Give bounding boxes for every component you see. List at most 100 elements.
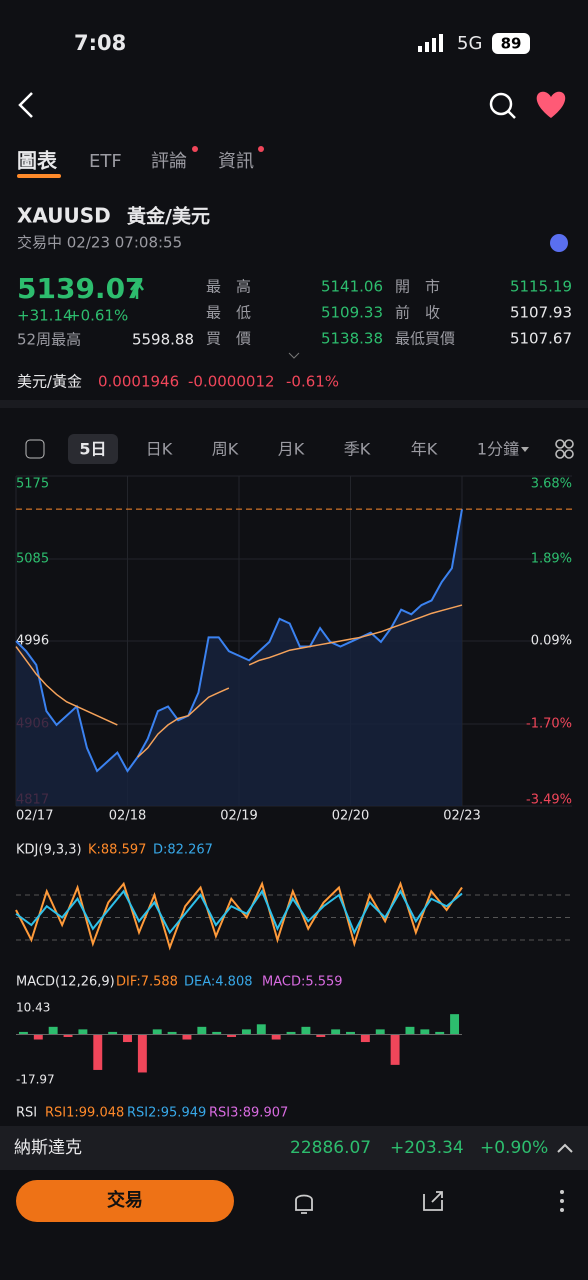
battery (492, 33, 530, 54)
macd-bar (256, 1024, 266, 1035)
ticker-change: +203.34 (390, 1138, 464, 1158)
layout-icon[interactable] (555, 439, 574, 459)
kdj-d: D:82.267 (153, 843, 213, 858)
macd-bar (137, 1034, 147, 1073)
ticker-pct: +0.90% (480, 1138, 548, 1158)
macd-bar (271, 1034, 281, 1040)
pct-label: 0.09% (531, 634, 572, 649)
stat-value: 5109.33 (321, 304, 383, 322)
expand[interactable] (288, 352, 300, 359)
macd-bar (331, 1029, 341, 1035)
tab[interactable]: 資訊 (218, 151, 254, 172)
ticker-value: 22886.07 (290, 1138, 371, 1158)
period[interactable]: 周K (212, 440, 239, 459)
more[interactable] (560, 1190, 564, 1212)
inverse-value: 0.0001946 (98, 373, 179, 391)
macd-bar (241, 1029, 251, 1035)
rsi-title: RSI (16, 1106, 37, 1121)
macd-bar (78, 1029, 88, 1035)
macd-bar (316, 1034, 326, 1037)
period[interactable]: 1分鐘 (477, 440, 519, 459)
area (16, 509, 462, 806)
stat-label: 最低買價 (395, 330, 455, 348)
pct-label: -3.49% (526, 793, 572, 808)
stat-value: 5107.67 (510, 330, 572, 348)
w52-value: 5598.88 (132, 331, 194, 349)
clock: 7:08 (74, 31, 126, 55)
symbol: XAUUSD (17, 204, 111, 228)
instrument: 黃金/美元 (127, 205, 210, 228)
period[interactable]: 5日 (79, 440, 106, 459)
inverse-pct: -0.61% (286, 373, 339, 391)
macd-bar (390, 1034, 400, 1065)
macd-bar (435, 1031, 445, 1035)
macd-bar (152, 1029, 162, 1035)
kdj-k: K:88.597 (88, 843, 146, 858)
tab[interactable]: 評論 (151, 151, 187, 172)
period[interactable]: 日K (146, 440, 173, 459)
x-tick-label: 02/20 (332, 809, 369, 824)
macd-bar (167, 1031, 177, 1035)
macd-max: 10.43 (16, 1001, 50, 1015)
stat-label: 最 低 (206, 304, 251, 322)
period-active (68, 434, 118, 464)
ticker-bar (0, 1126, 588, 1170)
x-tick-label: 02/19 (220, 809, 257, 824)
macd-bar (301, 1026, 311, 1035)
trade-label: 交易 (107, 1189, 143, 1211)
stat-value: 5141.06 (321, 278, 383, 296)
1d-icon[interactable] (25, 439, 45, 459)
dot (192, 146, 198, 152)
macd-bar (375, 1029, 385, 1035)
tab[interactable]: ETF (89, 151, 122, 172)
kdj-line (15, 889, 463, 935)
expand-ticker[interactable] (557, 1143, 573, 1153)
rsi3: RSI3:89.907 (209, 1106, 288, 1121)
macd-bar (108, 1031, 118, 1035)
macd-bar (420, 1029, 430, 1035)
macd-min: -17.97 (16, 1073, 55, 1087)
tab[interactable]: 圖表 (17, 149, 58, 173)
pct-label: 3.68% (531, 477, 572, 492)
state: 交易中 02/23 07:08:55 (17, 234, 182, 252)
tab-underline (17, 174, 61, 178)
period[interactable]: 月K (278, 440, 305, 459)
stat-value: 5115.19 (510, 278, 572, 296)
network: 5G (457, 33, 482, 54)
favorite[interactable] (536, 91, 566, 118)
share[interactable] (423, 1191, 443, 1211)
back[interactable] (18, 92, 33, 118)
stat-label: 最 高 (206, 278, 251, 296)
y-tick-label: 4996 (16, 634, 49, 649)
trade-button[interactable] (16, 1180, 234, 1222)
period[interactable]: 季K (344, 440, 371, 459)
macd-bar (197, 1026, 207, 1035)
period[interactable]: 年K (411, 440, 438, 459)
change-pct: +0.61% (68, 307, 128, 325)
inverse-label: 美元/黃金 (17, 373, 82, 391)
macd-bar (63, 1034, 73, 1037)
macd-bar (227, 1034, 237, 1037)
macd-title: MACD(12,26,9) (16, 975, 115, 990)
kdj-title: KDJ(9,3,3) (16, 843, 82, 858)
x-tick-label: 02/23 (443, 809, 480, 824)
macd-bar (212, 1031, 222, 1035)
stat-value: 5138.38 (321, 330, 383, 348)
search[interactable] (489, 92, 516, 119)
inverse-change: -0.0000012 (188, 373, 275, 391)
macd-bar (346, 1031, 355, 1035)
macd-dif: DIF:7.588 (116, 975, 178, 990)
alert[interactable] (295, 1194, 313, 1214)
stat-label: 開 市 (395, 278, 440, 296)
y-tick-label: 5085 (16, 551, 49, 566)
x-tick-label: 02/17 (16, 809, 53, 824)
macd-bar (360, 1034, 370, 1043)
price-line (15, 604, 463, 758)
macd-bar (405, 1026, 415, 1035)
globe[interactable] (550, 234, 568, 252)
macd-bar (33, 1034, 43, 1040)
macd-bar (123, 1034, 132, 1043)
macd-dea: DEA:4.808 (184, 975, 253, 990)
macd-bar (18, 1031, 28, 1035)
